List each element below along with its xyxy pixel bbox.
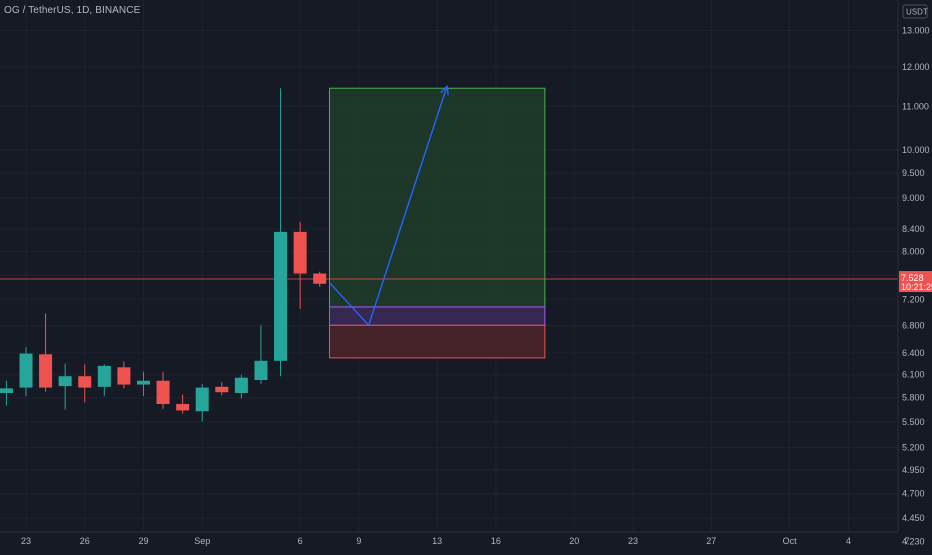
candle-body [293, 231, 307, 274]
candle [274, 88, 288, 377]
x-tick-label: Oct [783, 536, 798, 546]
unit-label: USDT [906, 8, 928, 17]
x-tick-label: 6 [298, 536, 303, 546]
y-tick-label: 11.000 [902, 101, 929, 111]
position-tool [328, 87, 546, 359]
y-tick-label: 5.500 [902, 417, 925, 427]
y-tick-label: 12.000 [902, 62, 930, 72]
candle-body [58, 376, 72, 387]
x-tick-label: 13 [432, 536, 442, 546]
x-tick-label: 7 [905, 536, 910, 546]
y-tick-label: 4.700 [902, 488, 925, 498]
candle [19, 347, 33, 397]
unit-badge: USDT [902, 4, 928, 19]
candle [78, 364, 92, 403]
symbol-title: OG / TetherUS, 1D, BINANCE [4, 5, 141, 16]
candles [0, 88, 327, 422]
candle-body [195, 387, 209, 412]
candle [254, 325, 268, 384]
candle-body [313, 273, 327, 284]
x-tick-label: 20 [569, 536, 579, 546]
countdown-label: 10:21:25 [901, 282, 932, 292]
candle-body [97, 365, 111, 387]
y-tick-label: 4.450 [902, 513, 925, 523]
candle [234, 374, 248, 399]
candle [215, 382, 229, 396]
y-tick-label: 10.000 [902, 145, 930, 155]
target-zone [328, 87, 546, 308]
candle-body [78, 376, 92, 388]
x-tick-label: 23 [21, 536, 31, 546]
candle [117, 361, 131, 389]
y-tick-label: 8.000 [902, 246, 925, 256]
candle-body [39, 354, 53, 388]
x-tick-label: 29 [138, 536, 148, 546]
time-scale-panel [0, 532, 898, 550]
x-tick-label: 16 [491, 536, 501, 546]
candle [156, 371, 170, 409]
candle [97, 364, 111, 397]
x-tick-label: Sep [194, 536, 210, 546]
candle [293, 222, 307, 309]
candle-body [19, 353, 33, 388]
candle-body [254, 360, 268, 380]
y-tick-label: 7.200 [902, 294, 925, 304]
y-tick-label: 9.500 [902, 168, 925, 178]
stop-zone [328, 324, 546, 359]
candle [136, 371, 150, 397]
y-tick-label: 13.000 [902, 25, 930, 35]
y-tick-label: 5.200 [902, 442, 925, 452]
unit-badge-box [902, 4, 928, 19]
candle-body [136, 380, 150, 385]
x-tick-label: 4 [846, 536, 851, 546]
x-tick-label: 26 [80, 536, 90, 546]
projection-arrowhead [440, 84, 449, 96]
x-tick-label: 23 [628, 536, 638, 546]
y-tick-label: 5.800 [902, 393, 925, 403]
candle [58, 363, 72, 410]
y-tick-label: 9.000 [902, 193, 925, 203]
candle-body [215, 386, 229, 393]
y-tick-label: 14.000 [902, 0, 930, 2]
x-tick-label: 9 [356, 536, 361, 546]
candle [176, 394, 190, 414]
y-tick-label: 8.400 [902, 224, 925, 234]
candle-body [274, 231, 288, 361]
y-tick-label: 6.100 [902, 370, 925, 380]
entry-zone [328, 306, 546, 326]
last-price-label: 7.528 [901, 273, 924, 283]
candle-body [176, 404, 190, 411]
candle [313, 271, 327, 287]
candle-body [0, 388, 13, 394]
projection-path [328, 86, 448, 327]
last-price-badge-box [899, 271, 932, 293]
candle [39, 313, 53, 392]
y-tick-label: 4.230 [902, 536, 925, 546]
candle [0, 380, 13, 406]
candle-body [156, 380, 170, 405]
x-tick-label: 27 [706, 536, 716, 546]
y-tick-label: 6.400 [902, 348, 925, 358]
candle-body [117, 367, 131, 385]
candle-body [234, 377, 248, 394]
y-tick-label: 4.950 [902, 465, 925, 475]
y-tick-label: 6.800 [902, 320, 925, 330]
candle [195, 383, 209, 422]
